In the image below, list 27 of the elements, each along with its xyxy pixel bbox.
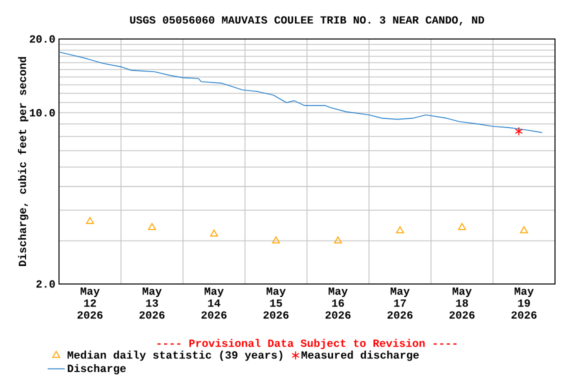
x-tick-label: May 12 2026 (78, 288, 103, 319)
legend-label: Discharge (68, 364, 126, 374)
point (148, 223, 156, 230)
point (334, 236, 342, 244)
y-axis-title: Discharge, cubic feet per second (18, 57, 28, 266)
chart-title: USGS 05056060 MAUVAIS COULEE TRIB NO. 3 NEAR CANDO, ND (130, 16, 484, 26)
x-tick-label: May 13 2026 (140, 288, 165, 319)
point (396, 226, 404, 234)
point (210, 230, 218, 236)
point (514, 126, 523, 136)
x-tick-label: May 19 2026 (512, 288, 537, 319)
y-tick-label: 2.0 (36, 280, 55, 288)
text: ---- Provisional Data Subject to Revision ---- (157, 338, 456, 350)
point (520, 226, 528, 234)
x-tick-label: May 18 2026 (450, 288, 475, 319)
x-tick-label: May 16 2026 (326, 288, 351, 319)
point (458, 223, 466, 230)
x-tick-label: May 17 2026 (388, 288, 413, 319)
point (86, 216, 94, 224)
y-tick-label: 20.0 (30, 35, 55, 43)
x-tick-label: May 14 2026 (202, 288, 227, 319)
legend-label: Measured discharge (302, 350, 419, 361)
y-tick-label: 10.0 (30, 109, 55, 116)
point (272, 236, 280, 244)
legend-label: Median daily statistic (39 years) (68, 350, 282, 361)
x-tick-label: May 15 2026 (264, 288, 289, 319)
line-series (58, 52, 542, 133)
